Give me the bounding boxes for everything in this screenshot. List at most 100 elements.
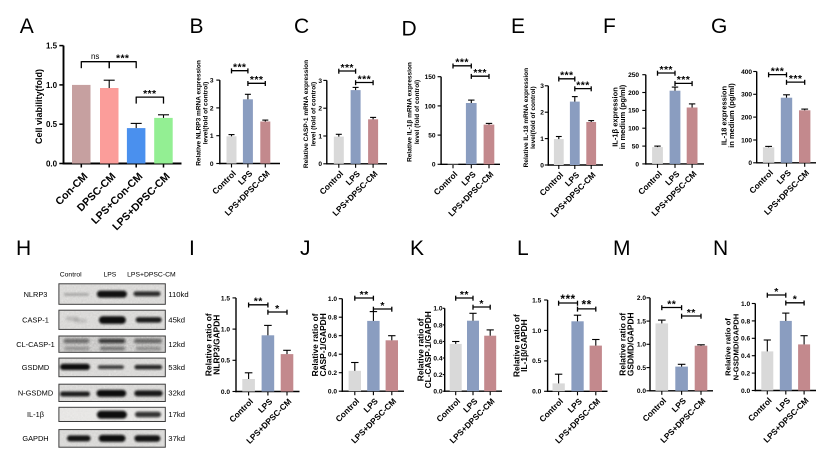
svg-text:Relative ratio of: Relative ratio of — [618, 313, 628, 376]
svg-text:0: 0 — [635, 161, 639, 168]
svg-text:0.6: 0.6 — [433, 339, 442, 346]
svg-text:0.8: 0.8 — [741, 318, 750, 325]
svg-text:50: 50 — [632, 143, 640, 150]
svg-text:**: ** — [687, 307, 696, 319]
svg-text:1.5: 1.5 — [46, 42, 58, 51]
svg-text:**: ** — [360, 289, 369, 301]
svg-text:2.0: 2.0 — [637, 295, 646, 302]
svg-text:0.0: 0.0 — [532, 389, 541, 396]
svg-text:0.4: 0.4 — [433, 355, 442, 362]
svg-text:LPS+DPSC-CM: LPS+DPSC-CM — [127, 272, 176, 279]
svg-text:***: *** — [116, 53, 130, 65]
svg-text:***: *** — [677, 74, 691, 86]
svg-text:**: ** — [254, 296, 263, 308]
svg-text:***: *** — [560, 292, 575, 306]
svg-text:110kd: 110kd — [168, 290, 188, 299]
svg-text:CL-CASP-1: CL-CASP-1 — [16, 340, 55, 349]
svg-text:H: H — [16, 237, 31, 260]
svg-text:N-GSDMD/GAPDH: N-GSDMD/GAPDH — [731, 313, 740, 380]
svg-text:0.2: 0.2 — [328, 370, 337, 377]
svg-text:0.5: 0.5 — [221, 358, 230, 365]
svg-text:1: 1 — [540, 136, 544, 143]
svg-text:150: 150 — [425, 74, 436, 81]
svg-text:LPS: LPS — [103, 272, 116, 279]
svg-text:IL-18 expression: IL-18 expression — [720, 85, 729, 145]
svg-text:level (fold of control): level (fold of control) — [414, 80, 421, 144]
svg-text:CL-CASP-1/GAPDH: CL-CASP-1/GAPDH — [423, 311, 433, 388]
svg-text:Relative ratio of: Relative ratio of — [416, 318, 426, 381]
svg-text:3: 3 — [210, 78, 214, 85]
svg-text:*: * — [793, 294, 798, 306]
svg-text:**: ** — [460, 289, 469, 301]
svg-text:200: 200 — [741, 115, 752, 122]
svg-text:37kd: 37kd — [168, 434, 185, 443]
svg-text:Relative ratio of: Relative ratio of — [724, 318, 733, 376]
svg-text:0.5: 0.5 — [46, 120, 58, 129]
svg-text:J: J — [300, 237, 311, 260]
svg-text:***: *** — [576, 79, 590, 91]
svg-text:***: *** — [143, 88, 157, 100]
svg-text:3: 3 — [318, 78, 322, 85]
svg-text:0.8: 0.8 — [433, 322, 442, 329]
svg-text:200: 200 — [628, 90, 639, 97]
svg-text:*: * — [774, 286, 779, 298]
svg-text:0.0: 0.0 — [741, 388, 750, 395]
svg-text:***: *** — [340, 62, 354, 74]
svg-text:CASP-1: CASP-1 — [22, 316, 49, 325]
svg-text:ns: ns — [91, 52, 99, 61]
svg-text:300: 300 — [741, 92, 752, 99]
svg-text:2: 2 — [540, 110, 544, 117]
svg-text:0.6: 0.6 — [741, 336, 750, 343]
svg-text:50: 50 — [428, 133, 436, 140]
svg-text:0: 0 — [432, 162, 436, 169]
svg-text:0.8: 0.8 — [328, 315, 337, 322]
svg-text:1.5: 1.5 — [532, 297, 541, 304]
svg-text:*: * — [275, 303, 280, 315]
svg-text:***: *** — [455, 57, 469, 69]
svg-text:NLRP3/GAPDH: NLRP3/GAPDH — [212, 315, 222, 375]
svg-text:0.0: 0.0 — [637, 388, 646, 395]
svg-text:***: *** — [233, 62, 247, 74]
svg-text:***: *** — [789, 73, 803, 85]
svg-text:32kd: 32kd — [168, 389, 185, 398]
svg-text:N-GSDMD: N-GSDMD — [18, 389, 53, 398]
svg-text:2: 2 — [318, 106, 322, 113]
svg-text:***: *** — [358, 73, 372, 85]
svg-text:A: A — [20, 15, 34, 38]
svg-text:G: G — [711, 15, 727, 38]
svg-text:GSDMD/GAPDH: GSDMD/GAPDH — [626, 312, 636, 376]
svg-text:level(fold of control): level(fold of control) — [203, 82, 210, 144]
svg-text:0.2: 0.2 — [433, 372, 442, 379]
svg-text:Relative ratio of: Relative ratio of — [204, 313, 214, 376]
svg-text:**: ** — [582, 298, 592, 312]
svg-text:1.0: 1.0 — [328, 296, 337, 303]
svg-text:150: 150 — [628, 108, 639, 115]
svg-text:Relative CASP-1 mRNA expressio: Relative CASP-1 mRNA expression — [303, 60, 310, 168]
svg-text:***: *** — [771, 65, 785, 77]
svg-text:1.0: 1.0 — [532, 328, 541, 335]
svg-text:0: 0 — [210, 161, 214, 168]
svg-text:0.6: 0.6 — [328, 333, 337, 340]
svg-text:17kd: 17kd — [168, 410, 185, 419]
svg-text:100: 100 — [628, 126, 639, 133]
svg-text:53kd: 53kd — [168, 363, 185, 372]
svg-text:0.0: 0.0 — [221, 389, 230, 396]
svg-text:D: D — [402, 18, 417, 41]
svg-text:Relative IL-1β mRNA expression: Relative IL-1β mRNA expression — [407, 62, 414, 162]
svg-text:1.0: 1.0 — [637, 342, 646, 349]
svg-text:0: 0 — [540, 162, 544, 169]
svg-text:***: *** — [659, 64, 673, 76]
svg-text:GSDMD: GSDMD — [22, 363, 50, 372]
svg-text:K: K — [410, 237, 424, 260]
svg-text:L: L — [517, 237, 529, 260]
svg-text:IL-1β: IL-1β — [27, 410, 44, 419]
svg-text:2: 2 — [210, 105, 214, 112]
svg-text:0: 0 — [748, 160, 752, 167]
svg-text:1.5: 1.5 — [221, 295, 230, 302]
svg-text:250: 250 — [628, 72, 639, 79]
svg-text:level(fold of control): level(fold of control) — [530, 86, 537, 148]
svg-text:1.0: 1.0 — [433, 306, 442, 313]
svg-text:0.5: 0.5 — [532, 358, 541, 365]
svg-text:0: 0 — [318, 161, 322, 168]
svg-text:1.0: 1.0 — [741, 301, 750, 308]
